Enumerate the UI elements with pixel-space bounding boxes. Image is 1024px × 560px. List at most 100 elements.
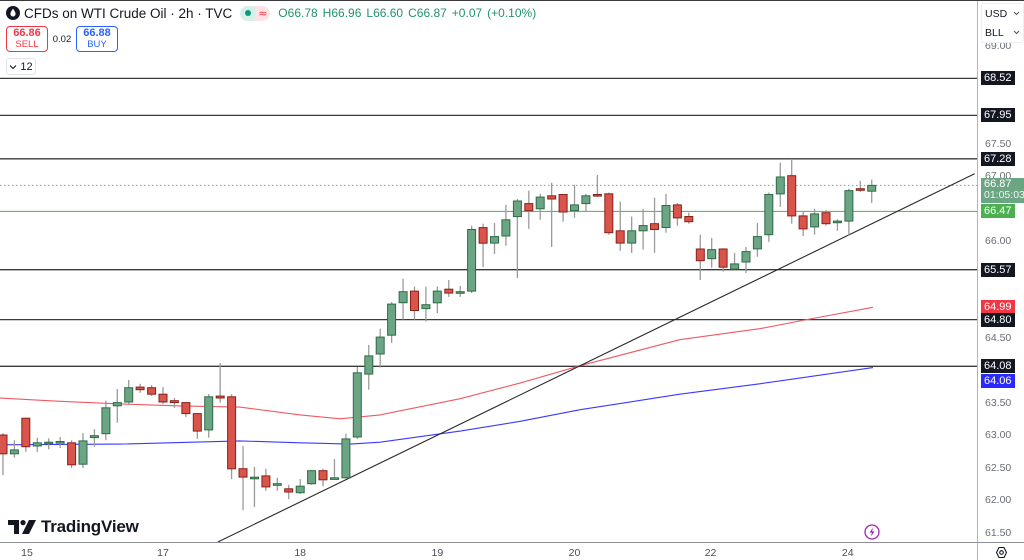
- candle: [444, 280, 454, 297]
- symbol-title[interactable]: CFDs on WTI Crude Oil · 2h · TVC: [24, 5, 233, 21]
- candle: [844, 188, 854, 236]
- candle-body: [741, 251, 751, 263]
- candle-body: [215, 395, 225, 399]
- sell-button[interactable]: 66.86 SELL: [6, 26, 48, 52]
- candle: [627, 216, 637, 253]
- candle: [478, 223, 488, 268]
- candle-body: [558, 194, 568, 213]
- candle: [227, 394, 237, 480]
- sell-price: 66.86: [13, 27, 41, 39]
- time-axis[interactable]: 15 17 18 19 20 22 24: [0, 542, 977, 560]
- candle-body: [135, 386, 145, 391]
- time-tick-label: 17: [157, 547, 169, 559]
- ohlc-open: O66.78: [278, 6, 317, 20]
- candle-body: [730, 263, 740, 270]
- market-status-pill[interactable]: ≈: [240, 5, 271, 21]
- candle: [238, 446, 248, 511]
- buy-button[interactable]: 66.88 BUY: [76, 26, 118, 52]
- candle: [535, 193, 545, 220]
- candle-body: [672, 204, 682, 219]
- candle-body: [524, 203, 534, 212]
- candle: [867, 179, 877, 203]
- indicators-toggle-button[interactable]: 12: [6, 58, 36, 75]
- candle-body: [604, 193, 614, 234]
- open-label: O: [278, 6, 288, 20]
- low-label: L: [366, 6, 374, 20]
- price-axis[interactable]: 69.0067.5067.0066.0065.5064.5063.5063.00…: [977, 0, 1024, 542]
- candle-body: [410, 290, 419, 312]
- candle-body: [844, 190, 854, 222]
- time-tick-label: 19: [431, 547, 444, 559]
- badge-price: 68.52: [984, 72, 1012, 85]
- currency-label: USD: [985, 7, 1008, 20]
- red-ma-badge: 64.99: [981, 300, 1015, 315]
- tradingview-logo[interactable]: TradingView: [8, 517, 139, 537]
- badge-price: 66.47: [984, 205, 1012, 218]
- unit-label: BLL: [985, 26, 1004, 39]
- candle-body: [752, 236, 762, 250]
- candle: [295, 479, 305, 495]
- candle: [615, 201, 625, 251]
- badge-price: 65.57: [984, 263, 1012, 276]
- candle: [147, 385, 157, 397]
- candle-body: [272, 483, 282, 486]
- candle-body: [330, 477, 339, 480]
- candle-body: [375, 336, 385, 355]
- candle-body: [684, 216, 694, 223]
- candle: [32, 437, 42, 452]
- candle: [307, 470, 317, 485]
- level-badge: 64.80: [981, 312, 1015, 327]
- axis-settings-button[interactable]: [977, 542, 1024, 560]
- candle-body: [718, 248, 728, 268]
- time-tick-label: 24: [841, 547, 854, 559]
- candle: [250, 466, 259, 507]
- candle: [330, 459, 339, 480]
- candle-body: [490, 236, 499, 244]
- candle: [421, 286, 431, 322]
- candle-body: [318, 470, 328, 481]
- buy-label: BUY: [87, 39, 107, 50]
- chart-pane[interactable]: [0, 0, 977, 542]
- price-tick-label: 62.00: [985, 494, 1012, 507]
- candle-body: [352, 372, 362, 438]
- ohlc-close: C66.87: [408, 6, 447, 20]
- candle: [855, 180, 865, 192]
- candle: [318, 468, 328, 487]
- candle-body: [250, 476, 259, 480]
- close-value: 66.87: [416, 6, 447, 20]
- price-tick-label: 69.00: [985, 40, 1012, 53]
- candle: [775, 162, 785, 207]
- gear-icon: [995, 546, 1008, 558]
- trend-line[interactable]: [217, 173, 975, 542]
- candle: [352, 366, 362, 439]
- candle: [558, 193, 568, 222]
- candle: [718, 248, 728, 272]
- unit-dropdown[interactable]: BLL: [982, 23, 1023, 42]
- ohlc-high: H66.96: [323, 6, 362, 20]
- candle: [101, 400, 111, 441]
- level-badge: 67.95: [981, 108, 1015, 123]
- candle-body: [227, 396, 237, 470]
- candle: [684, 212, 694, 224]
- candle: [9, 440, 19, 458]
- candle: [284, 484, 294, 500]
- candle-body: [764, 194, 774, 236]
- candle-body: [798, 215, 808, 230]
- badge-price: 66.87: [984, 178, 1012, 191]
- currency-dropdown[interactable]: USD: [982, 4, 1023, 23]
- time-tick-label: 22: [704, 547, 717, 559]
- lightning-bolt-icon[interactable]: [864, 524, 880, 540]
- oil-drop-icon[interactable]: [6, 6, 20, 20]
- candle-body: [638, 225, 648, 232]
- candle: [604, 192, 614, 235]
- candle-body: [547, 195, 557, 200]
- candle-body: [421, 304, 431, 310]
- candle: [661, 193, 671, 233]
- candle-body: [124, 387, 134, 403]
- ohlc-values: O66.78 H66.96 L66.60 C66.87 +0.07 (+0.10…: [278, 6, 536, 20]
- candle-body: [169, 400, 179, 404]
- badge-price: 64.06: [984, 374, 1012, 387]
- indicators-count: 12: [20, 60, 33, 73]
- candle-body: [89, 435, 99, 439]
